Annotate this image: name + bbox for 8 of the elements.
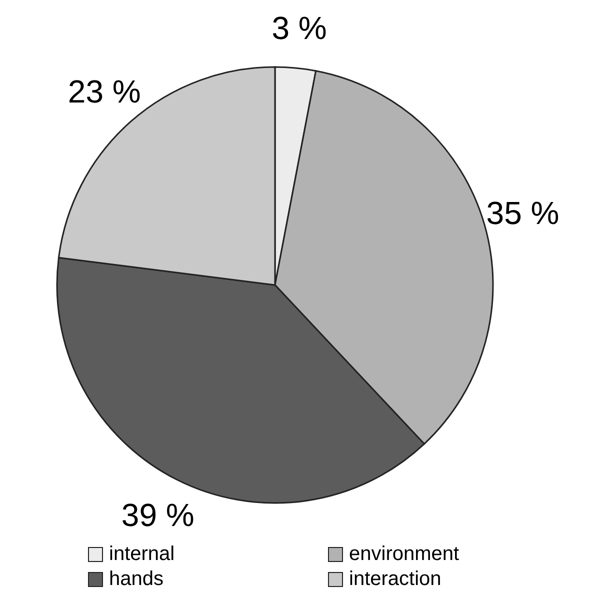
data-label: 23 % — [68, 73, 141, 110]
legend-label: interaction — [349, 568, 442, 591]
legend-label: environment — [349, 543, 460, 566]
legend-label: hands — [109, 568, 164, 591]
legend-label: internal — [109, 543, 175, 566]
data-label: 39 % — [121, 496, 194, 533]
data-label: 3 % — [272, 10, 327, 46]
data-label: 35 % — [486, 195, 560, 232]
